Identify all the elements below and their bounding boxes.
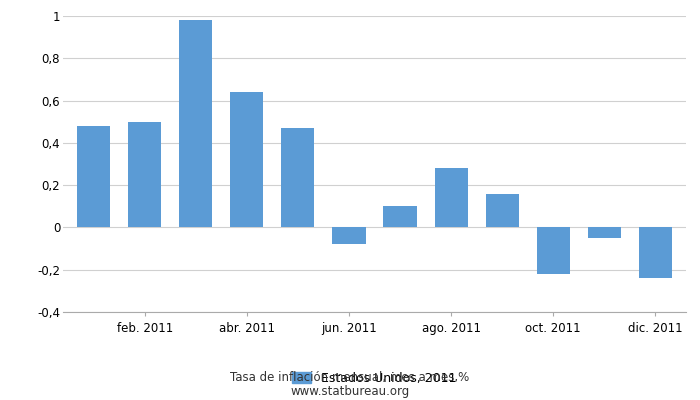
Bar	[281, 128, 314, 228]
Bar	[435, 168, 468, 228]
Text: Tasa de inflación mensual, mes a mes,%: Tasa de inflación mensual, mes a mes,%	[230, 372, 470, 384]
Bar	[486, 194, 519, 228]
Text: www.statbureau.org: www.statbureau.org	[290, 385, 410, 398]
Bar	[332, 228, 365, 244]
Legend: Estados Unidos, 2011: Estados Unidos, 2011	[293, 372, 456, 384]
Bar	[537, 228, 570, 274]
Bar	[384, 206, 416, 228]
Bar	[588, 228, 621, 238]
Bar	[179, 20, 212, 228]
Bar	[77, 126, 110, 228]
Bar	[230, 92, 263, 228]
Bar	[128, 122, 161, 228]
Bar	[639, 228, 672, 278]
